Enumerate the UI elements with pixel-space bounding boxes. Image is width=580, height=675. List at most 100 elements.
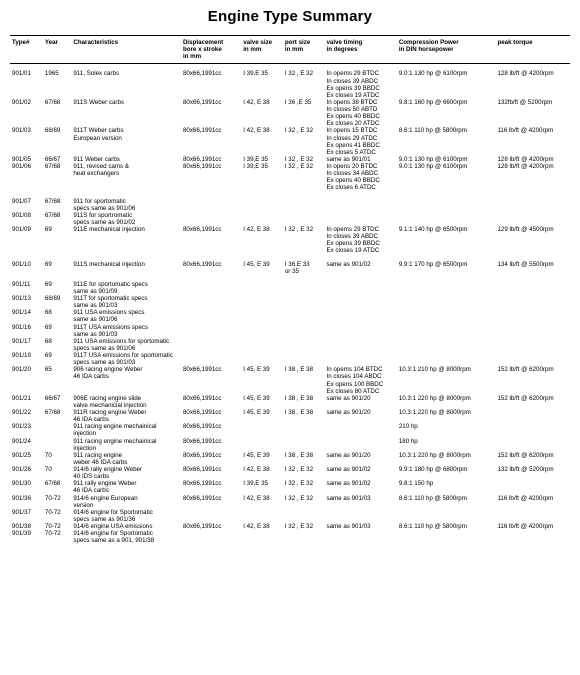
cell-valve: I 42, E 38 [241, 495, 283, 509]
table-body: 901/011965911, Solex carbs80x66,1991ccI … [10, 64, 570, 545]
cell-disp [181, 352, 241, 366]
cell-char: 911 racing engineweber 46 IDA carbs [71, 452, 181, 466]
cell-comp: 9.0:1 130 hp @ 6100rpm [397, 64, 496, 99]
cell-disp: 80x66,1991cc [181, 495, 241, 509]
cell-type: 901/25 [10, 452, 43, 466]
cell-timing: same as 901/20 [324, 452, 396, 466]
cell-timing: same as 901/20 [324, 409, 396, 423]
table-row: 901/3770-72914/6 engine for Sportomatics… [10, 509, 570, 523]
table-row: 901/1368/69911T for sportomatic specssam… [10, 295, 570, 309]
cell-port [283, 324, 325, 338]
cell-peak: 152 lb/ft @ 6200rpm [495, 395, 570, 409]
cell-type: 901/19 [10, 352, 43, 366]
cell-comp: 9.8:1 150 hp [397, 480, 496, 494]
cell-comp: 10.3:1 210 hp @ 8000rpm [397, 366, 496, 395]
table-row: 901/23911 racing engine mechainicalinjec… [10, 423, 570, 437]
cell-disp [181, 309, 241, 323]
cell-comp [397, 338, 496, 352]
cell-year: 70-7270-72 [43, 523, 71, 544]
cell-timing [324, 275, 396, 295]
cell-valve: I 42, E 38 [241, 127, 283, 156]
cell-valve [241, 275, 283, 295]
cell-char: 911T USA emissions specssame as 901/03 [71, 324, 181, 338]
table-row: 901/0867/68911S for sportromaticspecs sa… [10, 212, 570, 226]
table-row: 901/2166/67906E racing engine slidevalve… [10, 395, 570, 409]
cell-comp: 9.9:1 180 hp @ 6800rpm [397, 466, 496, 480]
cell-port [283, 438, 325, 452]
cell-timing [324, 338, 396, 352]
cell-comp [397, 212, 496, 226]
cell-type: 901/16 [10, 324, 43, 338]
cell-peak [495, 438, 570, 452]
cell-port [283, 352, 325, 366]
cell-year: 70 [43, 466, 71, 480]
cell-valve: I 45, E 39 [241, 255, 283, 275]
col-valve: valve sizein mm [241, 36, 283, 64]
cell-comp [397, 295, 496, 309]
cell-port: I 36 ,E 35 [283, 99, 325, 128]
cell-peak [495, 509, 570, 523]
cell-valve [241, 192, 283, 212]
cell-comp [397, 309, 496, 323]
cell-valve: I 39,E 35 [241, 480, 283, 494]
cell-disp [181, 275, 241, 295]
cell-timing [324, 438, 396, 452]
cell-comp: 8.6:1 110 hp @ 5800rpm [397, 495, 496, 509]
cell-type: 901/30 [10, 480, 43, 494]
cell-char: 911 for sportomaticspecs same as 901/06 [71, 192, 181, 212]
cell-disp: 80x66,1991cc [181, 438, 241, 452]
cell-timing: same as 901/01 [324, 156, 396, 163]
cell-type: 901/10 [10, 255, 43, 275]
cell-peak [495, 423, 570, 437]
cell-year: 67/68 [43, 212, 71, 226]
cell-type: 901/11 [10, 275, 43, 295]
cell-comp [397, 275, 496, 295]
cell-disp [181, 192, 241, 212]
cell-timing: same as 901/02 [324, 255, 396, 275]
cell-char: 911 rally engine Weber46 IDA carbs [71, 480, 181, 494]
cell-valve [241, 212, 283, 226]
cell-year: 67/68 [43, 409, 71, 423]
cell-port: I 32 , E 32 [283, 495, 325, 509]
cell-disp [181, 212, 241, 226]
cell-char: 911, revised cams &heat exchangers [71, 163, 181, 192]
table-row: 901/2065906 racing engine Weber46 IDA ca… [10, 366, 570, 395]
cell-comp [397, 509, 496, 523]
cell-type: 901/14 [10, 309, 43, 323]
cell-timing: In opens 20 BTDCIn closes 34 ABDCEx open… [324, 163, 396, 192]
cell-valve: I 42, E 38 [241, 226, 283, 255]
cell-comp: 10.3:1 220 hp @ 8000rpm [397, 452, 496, 466]
col-type: Type# [10, 36, 43, 64]
cell-peak: 116 lb/ft @ 4200rpm [495, 523, 570, 544]
cell-peak: 134 lb/ft @ 5500rpm [495, 255, 570, 275]
cell-port: I 38 , E 38 [283, 409, 325, 423]
cell-comp [397, 324, 496, 338]
table-row: 901/1669911T USA emissions specssame as … [10, 324, 570, 338]
cell-char: 911 USA emissions specssame as 901/06 [71, 309, 181, 323]
cell-valve: I 45, E 39 [241, 366, 283, 395]
cell-port [283, 295, 325, 309]
cell-type: 901/24 [10, 438, 43, 452]
cell-valve: I 39,E 35 [241, 163, 283, 192]
cell-valve [241, 309, 283, 323]
cell-char: 911E mechanical injection [71, 226, 181, 255]
table-row: 901/0566/67911 Weber carbs80x66,1991ccI … [10, 156, 570, 163]
cell-port [283, 338, 325, 352]
cell-comp: 8.6:1 110 hp @ 5800rpm [397, 523, 496, 544]
cell-type: 901/03 [10, 127, 43, 156]
cell-disp: 80x66,1991cc [181, 226, 241, 255]
cell-valve [241, 509, 283, 523]
table-row: 901/0267/68911S Weber carbs80x66,1991ccI… [10, 99, 570, 128]
cell-timing [324, 212, 396, 226]
cell-year: 69 [43, 226, 71, 255]
table-row: 901/24911 racing engine mechainicalinjec… [10, 438, 570, 452]
cell-peak: 128 lb/ft @ 4200rpm [495, 156, 570, 163]
col-port: port sizein mm [283, 36, 325, 64]
cell-valve: I 45, E 39 [241, 409, 283, 423]
cell-comp: 8.6:1 110 hp @ 5800rpm [397, 127, 496, 156]
cell-port: I 38 , E 38 [283, 366, 325, 395]
table-row: 901/1468911 USA emissions specssame as 9… [10, 309, 570, 323]
cell-peak: 152 lb/ft @ 6200rpm [495, 366, 570, 395]
cell-disp: 80x66,1991cc [181, 255, 241, 275]
cell-disp [181, 509, 241, 523]
